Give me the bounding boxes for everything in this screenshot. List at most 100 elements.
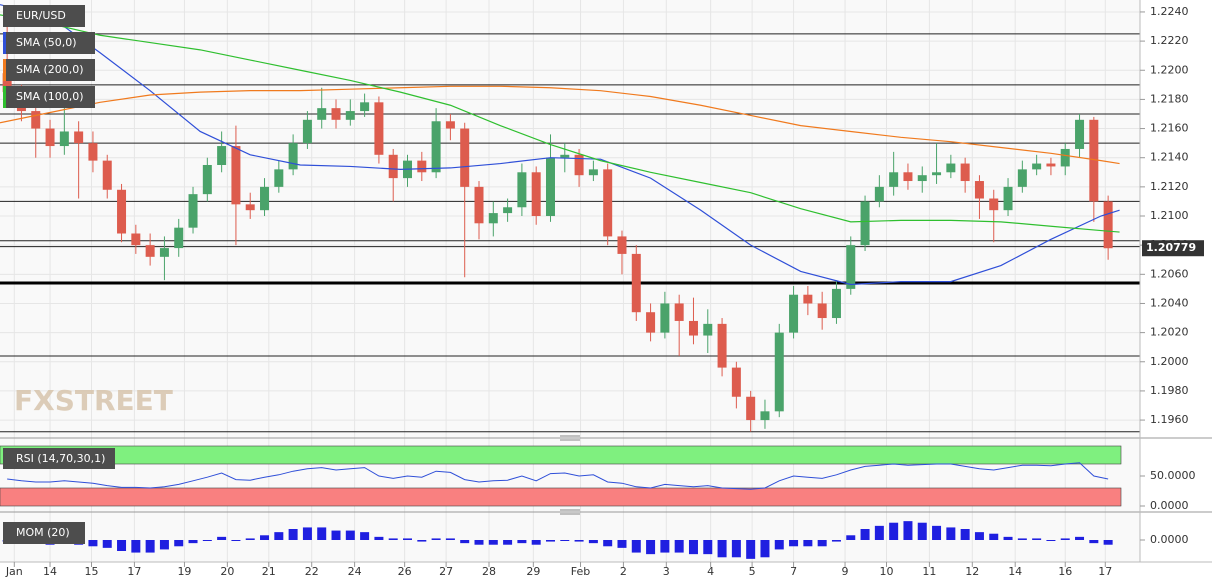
momentum-bar — [374, 536, 384, 540]
candle-body — [74, 131, 84, 144]
y-tick-label: 1.1960 — [1150, 413, 1189, 426]
legend-box[interactable] — [3, 522, 85, 544]
candle-body — [331, 108, 341, 120]
y-tick-label: 1.2100 — [1150, 209, 1189, 222]
candle-body — [617, 236, 627, 254]
x-tick-label: 7 — [790, 565, 797, 578]
x-tick-label: 20 — [220, 565, 234, 578]
momentum-bar — [417, 540, 427, 542]
legend-label: MOM (20) — [16, 526, 70, 539]
momentum-bar — [932, 525, 942, 540]
candle-body — [688, 320, 698, 336]
candle-body — [603, 169, 613, 237]
momentum-bar — [1046, 540, 1056, 541]
momentum-bar — [302, 527, 312, 540]
y-tick-label: 1.2180 — [1150, 92, 1189, 105]
momentum-bar — [746, 540, 756, 559]
legend-box[interactable] — [3, 59, 95, 81]
y-tick-label: 1.2060 — [1150, 267, 1189, 280]
momentum-bar — [831, 540, 841, 542]
legend-box[interactable] — [3, 448, 115, 469]
x-tick-label: 27 — [439, 565, 453, 578]
legend-box[interactable] — [3, 5, 85, 27]
x-tick-label: Jan — [5, 565, 23, 578]
candle-body — [531, 172, 541, 217]
candle-body — [59, 131, 69, 147]
candle-body — [417, 160, 427, 173]
momentum-bar — [445, 538, 455, 540]
x-tick-label: 5 — [749, 565, 756, 578]
momentum-bar — [688, 540, 698, 555]
candle-body — [903, 172, 913, 182]
momentum-bar — [88, 540, 98, 547]
candle-body — [274, 169, 284, 187]
x-tick-label: 12 — [965, 565, 979, 578]
candle-body — [260, 186, 270, 211]
momentum-bar — [231, 540, 241, 541]
candle-body — [202, 164, 212, 195]
legend-label: EUR/USD — [16, 9, 66, 22]
momentum-bar — [145, 540, 155, 553]
momentum-bar — [660, 540, 670, 553]
momentum-bar — [360, 532, 370, 540]
momentum-bar — [431, 538, 441, 540]
candle-body — [317, 108, 327, 120]
sma-line — [0, 14, 1120, 233]
y-tick-label: 1.2160 — [1150, 122, 1189, 135]
candle-body — [746, 396, 756, 421]
momentum-bar — [403, 538, 413, 540]
momentum-bar — [889, 522, 899, 540]
legend-box[interactable] — [3, 32, 95, 54]
momentum-bar — [545, 540, 555, 542]
candle-body — [188, 194, 198, 228]
momentum-bar — [917, 522, 927, 540]
momentum-bar — [288, 529, 298, 540]
x-tick-label: 22 — [305, 565, 319, 578]
candle-body — [760, 411, 770, 421]
legend-box[interactable] — [3, 86, 95, 108]
candle-body — [1089, 119, 1099, 202]
momentum-bar — [174, 540, 184, 547]
candle-body — [288, 143, 298, 170]
momentum-bar — [460, 540, 470, 544]
rsi-line — [7, 462, 1109, 490]
momentum-bar — [860, 529, 870, 540]
momentum-bar — [388, 538, 398, 540]
x-tick-label: 24 — [348, 565, 362, 578]
momentum-bar — [617, 540, 627, 548]
x-tick-label: 11 — [922, 565, 936, 578]
momentum-bar — [1103, 540, 1113, 545]
candle-body — [574, 154, 584, 176]
x-tick-label: 15 — [85, 565, 99, 578]
momentum-bar — [345, 530, 355, 540]
momentum-bar — [846, 535, 856, 540]
plot-background — [0, 0, 1140, 562]
momentum-bar — [503, 540, 513, 545]
legend-label: SMA (50,0) — [16, 36, 77, 49]
candle-body — [1003, 186, 1013, 211]
momentum-bar — [989, 533, 999, 540]
x-tick-label: 26 — [398, 565, 412, 578]
x-tick-label: 9 — [842, 565, 849, 578]
momentum-bar — [789, 540, 799, 547]
candle-body — [946, 163, 956, 173]
price-tag-label: 1.20779 — [1146, 241, 1196, 254]
x-tick-label: 28 — [482, 565, 496, 578]
momentum-bar — [731, 540, 741, 558]
momentum-bar — [331, 530, 341, 540]
legend-swatch — [3, 86, 6, 108]
momentum-bar — [946, 527, 956, 540]
momentum-bar — [703, 540, 713, 555]
momentum-bar — [631, 540, 641, 553]
candle-body — [488, 213, 498, 224]
momentum-bar — [274, 532, 284, 540]
momentum-bar — [803, 540, 813, 547]
watermark: FXSTREET — [14, 384, 173, 417]
momentum-bar — [874, 525, 884, 540]
momentum-bar — [531, 540, 541, 545]
candle-body — [31, 111, 41, 129]
momentum-bar — [817, 540, 827, 547]
candle-body — [1075, 119, 1085, 149]
momentum-bar — [1032, 538, 1042, 540]
y-tick-label: 1.2000 — [1150, 355, 1189, 368]
